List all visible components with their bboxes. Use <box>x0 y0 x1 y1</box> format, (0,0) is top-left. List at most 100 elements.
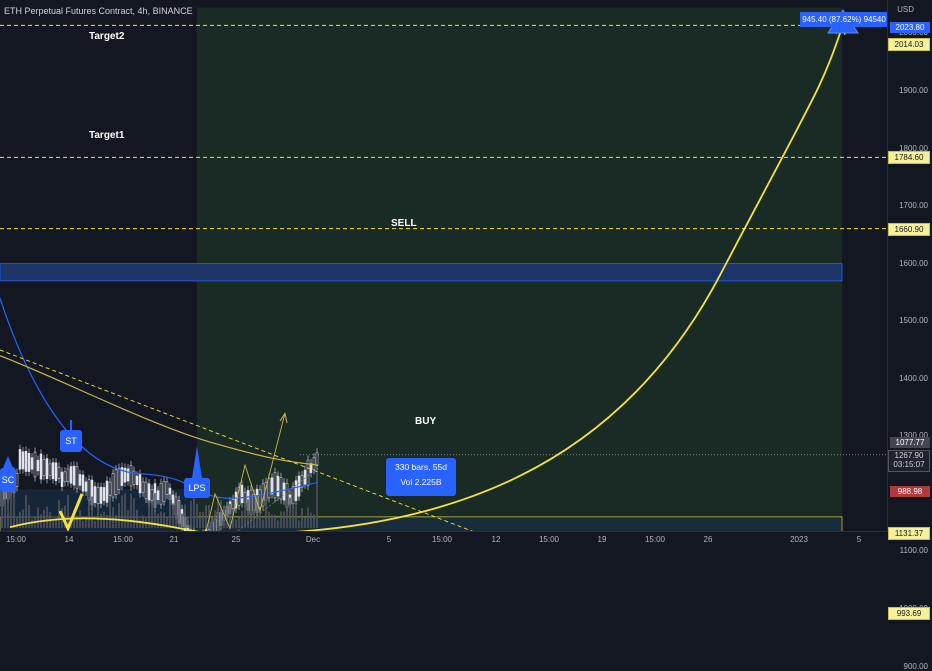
candle-body <box>279 477 283 500</box>
candle-body <box>162 481 166 502</box>
candle-body <box>294 480 298 501</box>
volume-bar <box>160 511 162 528</box>
candle-body <box>18 449 22 470</box>
lps-pointer <box>192 446 202 478</box>
volume-bar <box>13 467 15 528</box>
measure-bars-text: 330 bars, 55d <box>395 462 447 472</box>
volume-bar <box>247 499 249 528</box>
lps-label: LPS <box>184 478 210 498</box>
volume-bar <box>94 521 96 528</box>
candle-body <box>135 475 139 486</box>
volume-bar <box>37 507 39 528</box>
candle-body <box>21 451 25 470</box>
time-axis[interactable]: 15:00 14 15:00 21 25 Dec 5 15:00 12 15:00 19 15:00 2… <box>0 531 888 550</box>
volume-bar <box>238 517 240 528</box>
time-tick: Dec <box>305 535 321 544</box>
volume-bar <box>136 509 138 528</box>
volume-bar <box>103 511 105 528</box>
volume-bar <box>286 492 288 528</box>
yellow-moving-average <box>0 355 319 466</box>
volume-bar <box>31 519 33 528</box>
time-tick: 15:00 <box>644 535 666 544</box>
candle-body <box>66 468 70 482</box>
current-price-value: 1267.90 <box>894 450 924 460</box>
candle-body <box>105 480 109 503</box>
candle-body <box>129 465 133 487</box>
volume-bar <box>25 495 27 528</box>
candle-body <box>117 467 121 490</box>
volume-bar <box>97 505 99 528</box>
measure-volume-text: Vol 2.225B <box>400 477 442 487</box>
candle-body <box>99 486 103 504</box>
volume-bar <box>28 504 30 528</box>
volume-bar <box>298 520 300 528</box>
volume-bar <box>184 504 186 528</box>
volume-bar <box>250 494 252 528</box>
time-tick: 26 <box>703 535 713 544</box>
volume-bar <box>181 513 183 528</box>
volume-bar <box>304 517 306 528</box>
target2-label: Target2 <box>89 31 125 42</box>
volume-bar <box>313 514 315 528</box>
volume-bar <box>58 499 60 528</box>
candle-body <box>171 494 175 506</box>
volume-bar <box>205 505 207 528</box>
volume-bar <box>133 497 135 528</box>
volume-bar <box>139 519 141 528</box>
st-label: ST <box>60 430 82 452</box>
volume-bar <box>19 511 21 528</box>
volume-bar <box>109 500 111 528</box>
buy-zone-label: BUY <box>415 416 437 427</box>
candle-body <box>300 475 304 488</box>
volume-bars <box>1 464 318 528</box>
price-tag: 2014.03 <box>888 38 930 51</box>
candle-body <box>120 467 124 486</box>
volume-bar <box>64 505 66 528</box>
volume-bar <box>244 494 246 528</box>
symbol-title[interactable]: ETH Perpetual Futures Contract, 4h, BINA… <box>4 6 193 16</box>
volume-bar <box>124 493 126 528</box>
candle-body <box>54 462 58 482</box>
volume-bar <box>280 511 282 528</box>
volume-bar <box>178 500 180 528</box>
volume-bar <box>115 515 117 528</box>
volume-bar <box>316 466 318 528</box>
volume-bar <box>166 517 168 528</box>
candle-body <box>33 451 37 478</box>
candle-body <box>312 457 316 470</box>
candle-body <box>132 470 136 485</box>
volume-bar <box>235 519 237 528</box>
volume-bar <box>301 508 303 528</box>
price-tick: 1900.00 <box>899 86 928 95</box>
candle-body <box>270 477 274 495</box>
volume-bar <box>193 493 195 528</box>
volume-bar <box>106 515 108 528</box>
candle-body <box>27 453 31 472</box>
candle-body <box>309 463 313 474</box>
candle-body <box>93 486 97 503</box>
bar-countdown: 03:15:07 <box>893 459 925 469</box>
volume-bar <box>265 495 267 528</box>
volume-bar <box>211 518 213 528</box>
zigzag-arrowhead <box>279 411 288 424</box>
volume-bar <box>283 511 285 528</box>
checkmark-icon <box>58 493 84 533</box>
price-axis[interactable]: USD 2000.001900.001800.001700.001600.001… <box>887 0 932 671</box>
price-tick: 1500.00 <box>899 316 928 326</box>
candle-body <box>45 458 49 480</box>
volume-bar <box>112 507 114 528</box>
chart-canvas[interactable] <box>0 0 932 550</box>
sc-pointer <box>3 456 13 468</box>
volume-bar <box>268 511 270 528</box>
price-tag: 2023.80 <box>890 22 930 33</box>
volume-bar <box>274 514 276 528</box>
volume-bar <box>67 494 69 528</box>
volume-bar <box>217 497 219 528</box>
candle-body <box>36 459 40 472</box>
price-tag: 1660.90 <box>888 222 930 236</box>
candle-body <box>123 467 127 483</box>
candle-body <box>84 481 88 492</box>
candle-body <box>72 465 76 486</box>
candle-body <box>267 478 271 499</box>
candle-body <box>87 479 91 501</box>
